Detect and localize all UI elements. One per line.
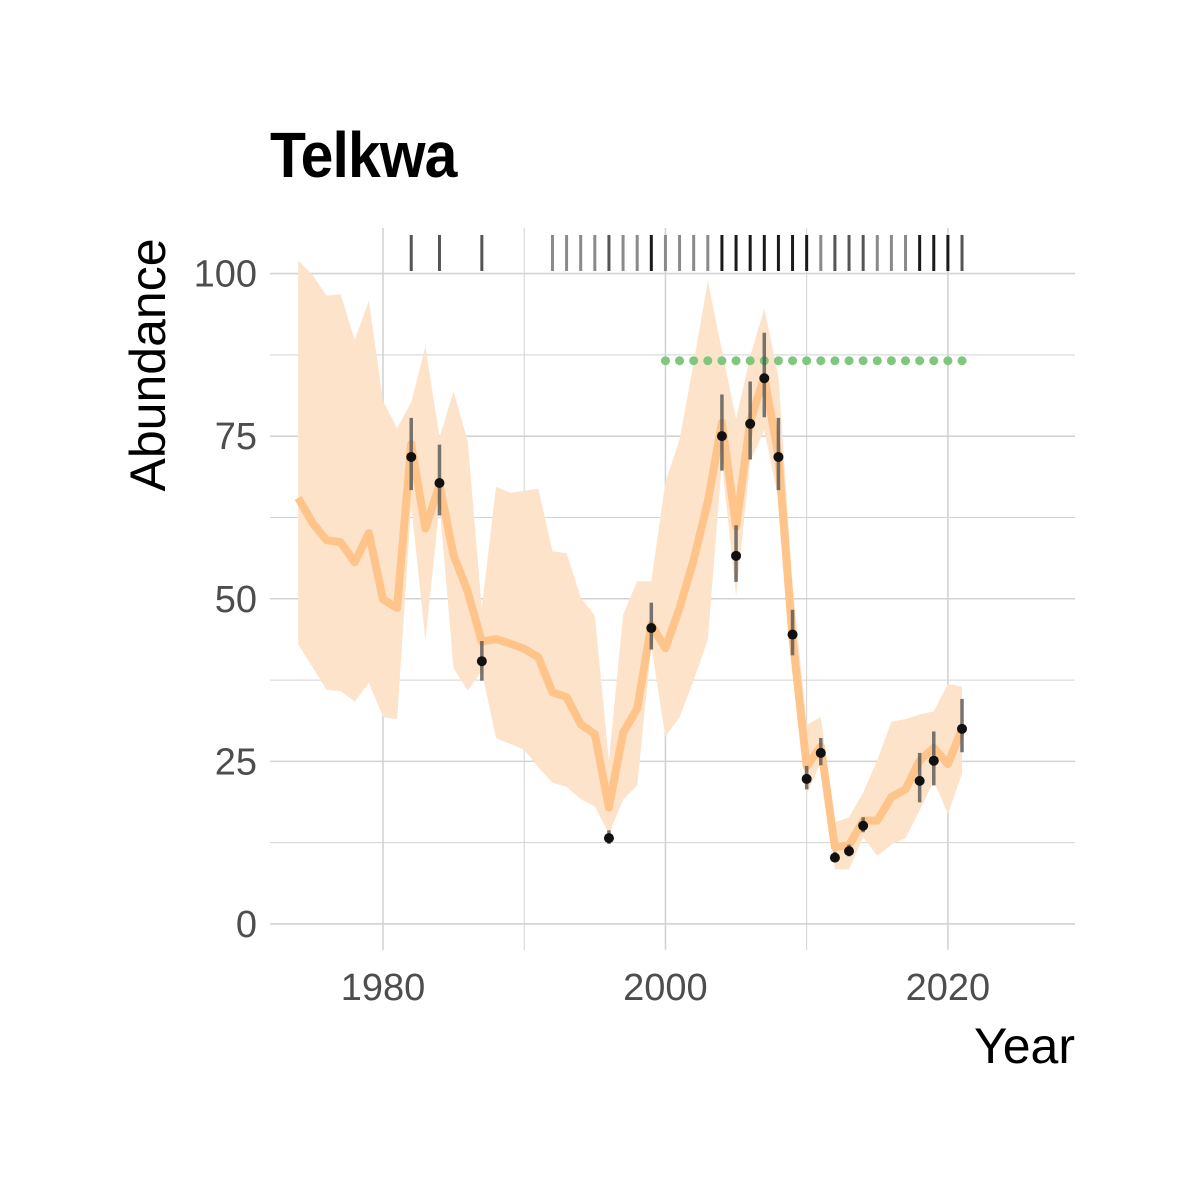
observation-point xyxy=(476,656,487,667)
target-point xyxy=(901,356,911,366)
target-point xyxy=(675,356,685,366)
observation-point xyxy=(745,418,756,429)
observation-point xyxy=(731,550,742,561)
observation-point xyxy=(434,477,445,488)
observation-point xyxy=(773,451,784,462)
x-axis-title: Year xyxy=(974,1018,1075,1074)
observation-point xyxy=(759,373,770,384)
target-point xyxy=(957,356,967,366)
observation-points xyxy=(406,373,968,863)
target-point xyxy=(731,356,741,366)
y-tick-label: 0 xyxy=(236,904,257,946)
target-point xyxy=(929,356,939,366)
credible-interval-ribbon xyxy=(298,260,962,870)
observation-point xyxy=(787,629,798,640)
axes-labels: 0 25 50 75 100 1980 2000 2020 Year Abundance xyxy=(120,238,1075,1074)
ribbon-area xyxy=(298,260,962,870)
target-point xyxy=(830,356,840,366)
median-line xyxy=(294,373,966,852)
observation-point xyxy=(801,773,812,784)
target-point xyxy=(788,356,798,366)
observation-point xyxy=(957,723,968,734)
x-tick-label: 2020 xyxy=(906,967,991,1009)
observation-point xyxy=(716,431,727,442)
observation-point xyxy=(603,833,614,844)
y-tick-label: 25 xyxy=(215,741,257,783)
target-point xyxy=(689,356,699,366)
target-point xyxy=(816,356,826,366)
chart-title: Telkwa xyxy=(270,119,457,191)
y-tick-label: 50 xyxy=(215,579,257,621)
target-point xyxy=(872,356,882,366)
median-trend-line xyxy=(294,373,966,852)
observation-point xyxy=(914,775,925,786)
target-point xyxy=(802,356,812,366)
y-tick-label: 100 xyxy=(194,254,257,296)
survey-year-rug xyxy=(409,235,964,271)
target-point xyxy=(943,356,953,366)
target-point xyxy=(660,356,670,366)
y-tick-label: 75 xyxy=(215,416,257,458)
observation-point xyxy=(815,747,826,758)
observation-point xyxy=(406,451,417,462)
x-tick-label: 2000 xyxy=(623,967,708,1009)
observation-point xyxy=(858,820,869,831)
observation-point xyxy=(829,852,840,863)
target-point xyxy=(717,356,727,366)
target-dotted-line xyxy=(660,356,967,366)
observation-point xyxy=(844,846,855,857)
target-point xyxy=(886,356,896,366)
target-point xyxy=(745,356,755,366)
observation-point xyxy=(928,755,939,766)
target-point xyxy=(915,356,925,366)
y-axis-title: Abundance xyxy=(120,238,176,491)
x-tick-label: 1980 xyxy=(341,967,426,1009)
target-point xyxy=(703,356,713,366)
target-point xyxy=(844,356,854,366)
target-point xyxy=(858,356,868,366)
target-point xyxy=(773,356,783,366)
observation-point xyxy=(646,623,657,634)
